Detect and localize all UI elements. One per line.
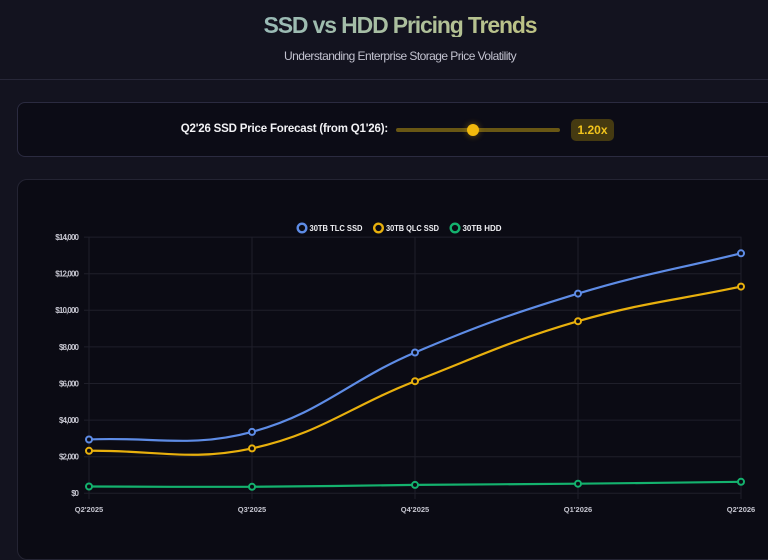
svg-text:$12,000: $12,000 <box>55 270 79 279</box>
svg-text:Q1'2026: Q1'2026 <box>564 505 592 514</box>
svg-text:Q2'2026: Q2'2026 <box>727 505 755 514</box>
svg-text:30TB TLC SSD: 30TB TLC SSD <box>310 223 363 233</box>
svg-text:$14,000: $14,000 <box>55 233 79 242</box>
svg-text:$6,000: $6,000 <box>59 379 80 388</box>
svg-text:Q3'2025: Q3'2025 <box>238 505 266 514</box>
svg-text:$2,000: $2,000 <box>59 453 80 462</box>
svg-text:30TB HDD: 30TB HDD <box>463 223 502 233</box>
svg-text:$4,000: $4,000 <box>59 416 80 425</box>
svg-text:30TB QLC SSD: 30TB QLC SSD <box>386 223 439 233</box>
svg-text:Q4'2025: Q4'2025 <box>401 505 429 514</box>
svg-text:Q2'2025: Q2'2025 <box>75 505 103 514</box>
svg-text:$0: $0 <box>71 489 79 498</box>
svg-text:$10,000: $10,000 <box>55 306 79 315</box>
svg-text:$8,000: $8,000 <box>59 343 80 352</box>
